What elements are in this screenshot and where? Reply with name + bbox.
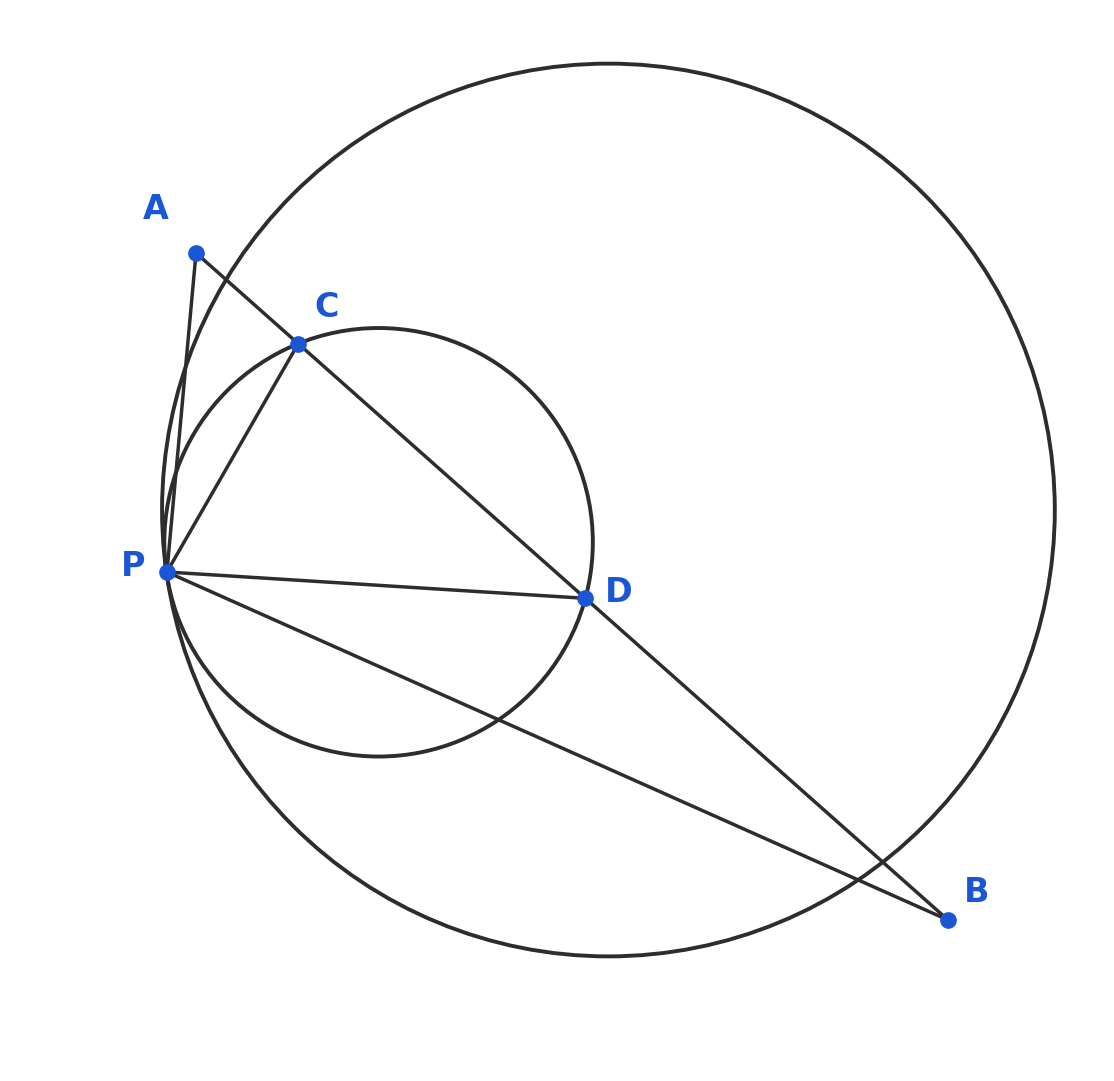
Text: D: D bbox=[605, 576, 633, 610]
Text: B: B bbox=[965, 877, 989, 909]
Text: P: P bbox=[120, 550, 145, 583]
Text: C: C bbox=[314, 291, 339, 324]
Text: A: A bbox=[143, 193, 169, 226]
